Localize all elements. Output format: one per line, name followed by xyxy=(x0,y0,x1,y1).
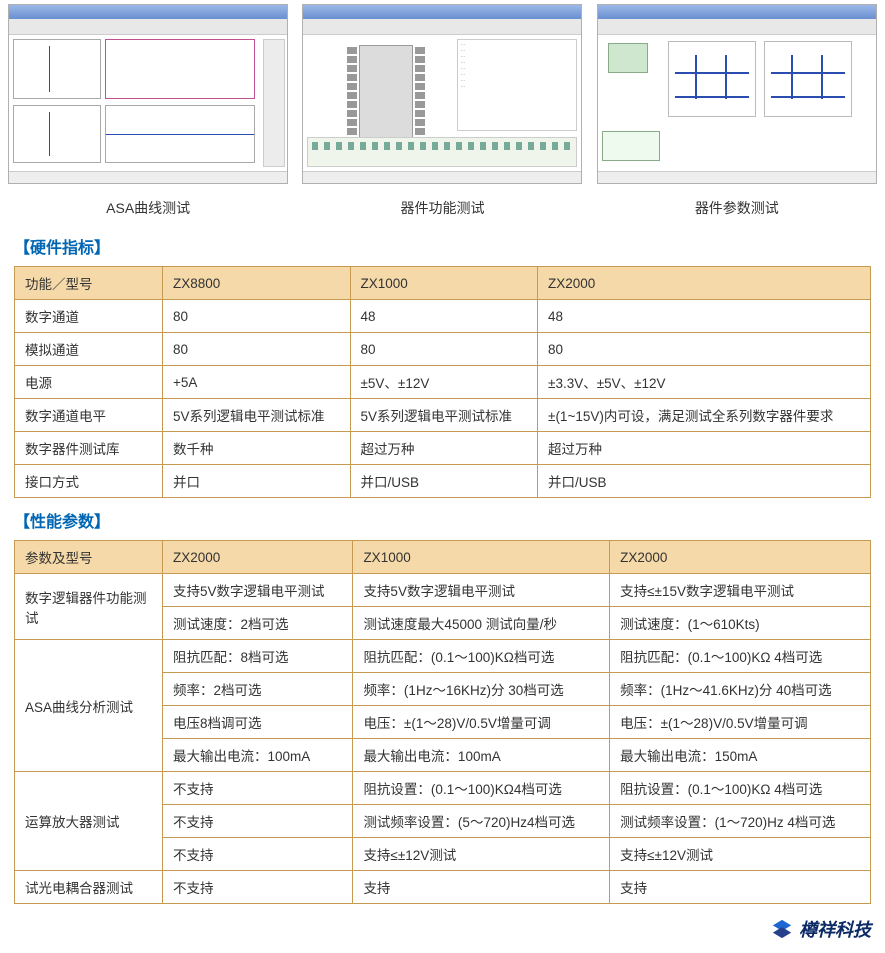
caption-1: ASA曲线测试 xyxy=(106,198,190,218)
perf-cell: 不支持 xyxy=(163,838,353,871)
perf-cell: 频率：(1Hz～41.6KHz)分 40档可选 xyxy=(610,673,871,706)
perf-cell: 电压8档调可选 xyxy=(163,706,353,739)
hw-cell: ±3.3V、±5V、±12V xyxy=(538,366,871,399)
hw-row-label: 接口方式 xyxy=(15,465,163,498)
perf-cell: 测试频率设置：(1～720)Hz 4档可选 xyxy=(610,805,871,838)
hw-row-label: 数字通道电平 xyxy=(15,399,163,432)
perf-cell: 测试频率设置：(5～720)Hz4档可选 xyxy=(353,805,610,838)
caption-3: 器件参数测试 xyxy=(695,198,779,218)
perf-cell: 支持 xyxy=(353,871,610,904)
hw-cell: 5V系列逻辑电平测试标准 xyxy=(163,399,351,432)
perf-cell: 不支持 xyxy=(163,772,353,805)
screenshot-col-3: 器件参数测试 xyxy=(595,4,879,224)
perf-cell: 频率：2档可选 xyxy=(163,673,353,706)
hw-cell: +5A xyxy=(163,366,351,399)
hw-cell: 超过万种 xyxy=(538,432,871,465)
hw-row-label: 模拟通道 xyxy=(15,333,163,366)
hw-h0: 功能／型号 xyxy=(15,267,163,300)
hw-cell: ±5V、±12V xyxy=(350,366,538,399)
screenshot-col-2: ························ 器件功能测试 xyxy=(300,4,584,224)
hw-row: 接口方式并口并口/USB并口/USB xyxy=(15,465,871,498)
hw-row: 电源+5A±5V、±12V±3.3V、±5V、±12V xyxy=(15,366,871,399)
hw-cell: 80 xyxy=(538,333,871,366)
perf-cell: 支持 xyxy=(610,871,871,904)
performance-title: 【性能参数】 xyxy=(14,508,871,532)
hw-row: 模拟通道808080 xyxy=(15,333,871,366)
perf-cell: 支持5V数字逻辑电平测试 xyxy=(163,574,353,607)
hw-cell: 并口 xyxy=(163,465,351,498)
hw-cell: 48 xyxy=(350,300,538,333)
perf-group-label: 试光电耦合器测试 xyxy=(15,871,163,904)
perf-cell: 不支持 xyxy=(163,871,353,904)
hw-cell: 数千种 xyxy=(163,432,351,465)
company-logo: 樽祥科技 xyxy=(771,916,871,942)
perf-cell: 支持5V数字逻辑电平测试 xyxy=(353,574,610,607)
perf-cell: 支持≤±12V测试 xyxy=(353,838,610,871)
perf-cell: 阻抗设置：(0.1～100)KΩ 4档可选 xyxy=(610,772,871,805)
perf-cell: 阻抗匹配：(0.1～100)KΩ 4档可选 xyxy=(610,640,871,673)
pf-h3: ZX2000 xyxy=(610,541,871,574)
hw-row-label: 电源 xyxy=(15,366,163,399)
perf-group-label: ASA曲线分析测试 xyxy=(15,640,163,772)
screenshot-asa xyxy=(8,4,288,184)
hw-row-label: 数字通道 xyxy=(15,300,163,333)
hw-cell: 80 xyxy=(163,300,351,333)
hw-h3: ZX2000 xyxy=(538,267,871,300)
pf-h1: ZX2000 xyxy=(163,541,353,574)
perf-cell: 测试速度：2档可选 xyxy=(163,607,353,640)
hw-cell: ±(1~15V)内可设，满足测试全系列数字器件要求 xyxy=(538,399,871,432)
perf-cell: 支持≤±15V数字逻辑电平测试 xyxy=(610,574,871,607)
footer: 樽祥科技 xyxy=(0,910,885,953)
perf-row: 运算放大器测试不支持阻抗设置：(0.1～100)KΩ4档可选阻抗设置：(0.1～… xyxy=(15,772,871,805)
hw-cell: 并口/USB xyxy=(350,465,538,498)
perf-cell: 最大输出电流：150mA xyxy=(610,739,871,772)
perf-cell: 电压：±(1～28)V/0.5V增量可调 xyxy=(610,706,871,739)
perf-cell: 支持≤±12V测试 xyxy=(610,838,871,871)
perf-row: 数字逻辑器件功能测试支持5V数字逻辑电平测试支持5V数字逻辑电平测试支持≤±15… xyxy=(15,574,871,607)
hw-cell: 5V系列逻辑电平测试标准 xyxy=(350,399,538,432)
hw-cell: 超过万种 xyxy=(350,432,538,465)
hw-row: 数字器件测试库数千种超过万种超过万种 xyxy=(15,432,871,465)
perf-cell: 电压：±(1～28)V/0.5V增量可调 xyxy=(353,706,610,739)
perf-group-label: 数字逻辑器件功能测试 xyxy=(15,574,163,640)
perf-group-label: 运算放大器测试 xyxy=(15,772,163,871)
perf-cell: 测试速度最大45000 测试向量/秒 xyxy=(353,607,610,640)
screenshot-col-1: ASA曲线测试 xyxy=(6,4,290,224)
hardware-title: 【硬件指标】 xyxy=(14,234,871,258)
hardware-section: 【硬件指标】 功能／型号 ZX8800 ZX1000 ZX2000 数字通道80… xyxy=(14,234,871,498)
performance-table: 参数及型号 ZX2000 ZX1000 ZX2000 数字逻辑器件功能测试支持5… xyxy=(14,540,871,904)
perf-cell: 阻抗匹配：(0.1～100)KΩ档可选 xyxy=(353,640,610,673)
perf-cell: 频率：(1Hz～16KHz)分 30档可选 xyxy=(353,673,610,706)
hw-cell: 80 xyxy=(350,333,538,366)
perf-row: 试光电耦合器测试不支持支持支持 xyxy=(15,871,871,904)
hw-h1: ZX8800 xyxy=(163,267,351,300)
pf-h2: ZX1000 xyxy=(353,541,610,574)
screenshot-param xyxy=(597,4,877,184)
caption-2: 器件功能测试 xyxy=(400,198,484,218)
perf-row: ASA曲线分析测试阻抗匹配：8档可选阻抗匹配：(0.1～100)KΩ档可选阻抗匹… xyxy=(15,640,871,673)
perf-cell: 不支持 xyxy=(163,805,353,838)
perf-cell: 最大输出电流：100mA xyxy=(163,739,353,772)
perf-cell: 测试速度：(1～610Kts) xyxy=(610,607,871,640)
perf-cell: 阻抗匹配：8档可选 xyxy=(163,640,353,673)
perf-cell: 最大输出电流：100mA xyxy=(353,739,610,772)
logo-icon xyxy=(771,918,793,940)
hw-header-row: 功能／型号 ZX8800 ZX1000 ZX2000 xyxy=(15,267,871,300)
hw-row: 数字通道电平5V系列逻辑电平测试标准5V系列逻辑电平测试标准±(1~15V)内可… xyxy=(15,399,871,432)
performance-section: 【性能参数】 参数及型号 ZX2000 ZX1000 ZX2000 数字逻辑器件… xyxy=(14,508,871,904)
perf-cell: 阻抗设置：(0.1～100)KΩ4档可选 xyxy=(353,772,610,805)
logo-text: 樽祥科技 xyxy=(799,916,871,942)
pf-h0: 参数及型号 xyxy=(15,541,163,574)
screenshots-row: ASA曲线测试 ························ 器件功能测试 xyxy=(0,0,885,224)
hw-row-label: 数字器件测试库 xyxy=(15,432,163,465)
hw-cell: 并口/USB xyxy=(538,465,871,498)
hw-cell: 80 xyxy=(163,333,351,366)
hw-h2: ZX1000 xyxy=(350,267,538,300)
perf-header-row: 参数及型号 ZX2000 ZX1000 ZX2000 xyxy=(15,541,871,574)
screenshot-func: ························ xyxy=(302,4,582,184)
hardware-table: 功能／型号 ZX8800 ZX1000 ZX2000 数字通道804848模拟通… xyxy=(14,266,871,498)
hw-row: 数字通道804848 xyxy=(15,300,871,333)
hw-cell: 48 xyxy=(538,300,871,333)
